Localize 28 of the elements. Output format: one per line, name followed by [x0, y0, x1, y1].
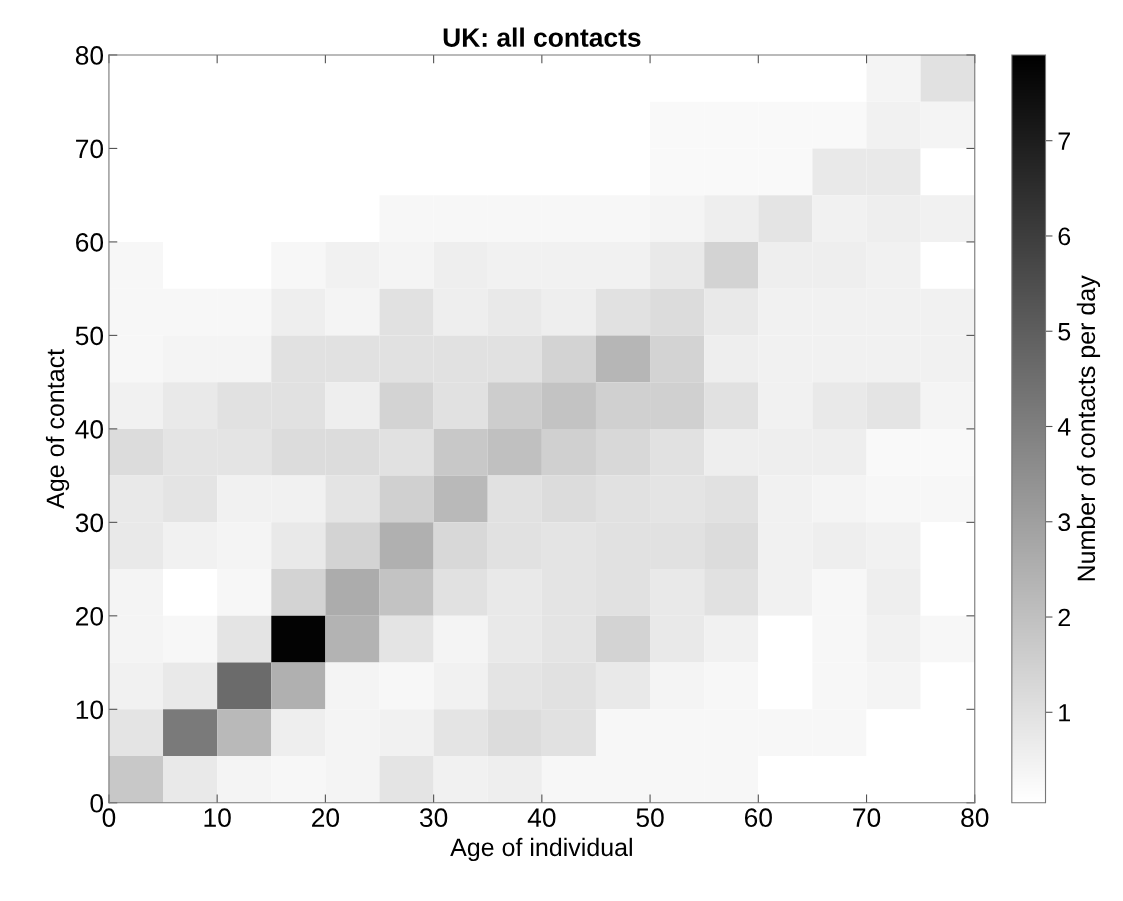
color-bar-label: 1 [1059, 704, 1070, 722]
chart-title: UK: all contacts [443, 27, 641, 47]
y-axis-title: Age of contact [45, 349, 70, 509]
color-bar-label: 6 [1058, 227, 1071, 246]
y-tick-label: 10 [76, 700, 104, 720]
color-bar-label: 2 [1058, 608, 1070, 627]
y-tick-label: 0 [90, 793, 104, 813]
y-tick-label: 70 [76, 139, 104, 159]
x-tick-label: 80 [961, 808, 989, 828]
x-tick-label: 40 [527, 808, 556, 828]
y-tick-label: 80 [75, 46, 104, 65]
color-bar-title: Number of contacts per day [1076, 275, 1101, 581]
color-bar-label: 3 [1058, 513, 1071, 532]
y-tick-label: 60 [76, 233, 104, 252]
x-tick-label: 50 [636, 808, 664, 828]
x-tick-label: 10 [204, 808, 231, 828]
y-tick-label: 50 [75, 326, 104, 346]
x-tick-label: 30 [419, 808, 448, 828]
color-bar-label: 4 [1057, 418, 1071, 436]
color-bar-label: 5 [1058, 323, 1071, 341]
y-tick-label: 20 [76, 606, 104, 626]
y-tick-label: 40 [75, 420, 104, 439]
color-bar-label: 7 [1058, 132, 1070, 150]
y-tick-label: 30 [75, 513, 104, 533]
x-axis-title: Age of individual [450, 837, 632, 862]
x-tick-label: 60 [744, 808, 772, 828]
x-tick-label: 20 [312, 808, 340, 828]
x-tick-label: 70 [853, 808, 881, 828]
